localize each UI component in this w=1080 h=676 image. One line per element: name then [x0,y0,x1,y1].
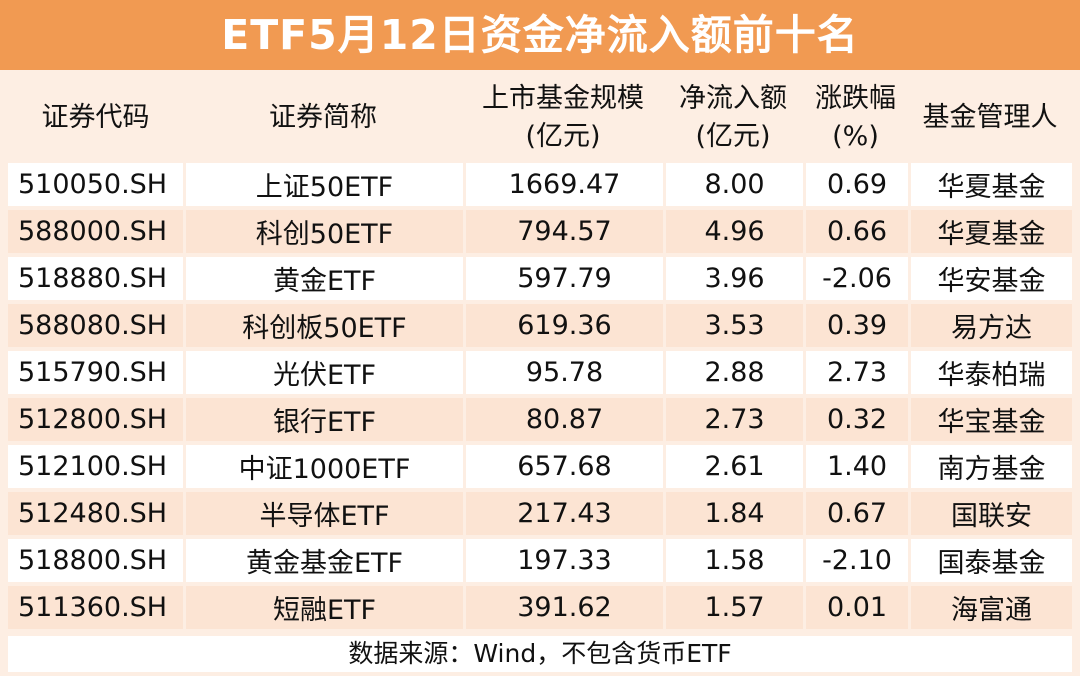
cell-change: 0.69 [803,163,908,206]
cell-code: 512800.SH [8,398,183,441]
cell-code: 515790.SH [8,351,183,394]
cell-scale: 794.57 [463,210,663,253]
table-row: 515790.SH 光伏ETF 95.78 2.88 2.73 华泰柏瑞 [8,351,1072,394]
cell-inflow: 2.88 [663,351,803,394]
cell-name: 黄金基金ETF [183,539,463,582]
header-change-line1: 涨跌幅 [815,83,896,114]
table-row: 518800.SH 黄金基金ETF 197.33 1.58 -2.10 国泰基金 [8,539,1072,582]
cell-change: 1.40 [803,445,908,488]
cell-name: 光伏ETF [183,351,463,394]
cell-inflow: 4.96 [663,210,803,253]
cell-manager: 南方基金 [908,445,1072,488]
cell-manager: 华泰柏瑞 [908,351,1072,394]
cell-change: -2.06 [803,257,908,300]
cell-code: 510050.SH [8,163,183,206]
header-change: 涨跌幅 (%) [803,77,908,159]
cell-scale: 619.36 [463,304,663,347]
cell-name: 银行ETF [183,398,463,441]
cell-scale: 217.43 [463,492,663,535]
header-change-line2: (%) [832,121,879,152]
cell-inflow: 3.96 [663,257,803,300]
cell-scale: 197.33 [463,539,663,582]
cell-name: 上证50ETF [183,163,463,206]
cell-inflow: 3.53 [663,304,803,347]
cell-name: 科创50ETF [183,210,463,253]
header-scale-line2: (亿元) [525,121,601,152]
cell-scale: 391.62 [463,586,663,629]
table-row: 512480.SH 半导体ETF 217.43 1.84 0.67 国联安 [8,492,1072,535]
cell-code: 512100.SH [8,445,183,488]
table-row: 512100.SH 中证1000ETF 657.68 2.61 1.40 南方基… [8,445,1072,488]
cell-inflow: 8.00 [663,163,803,206]
cell-inflow: 1.58 [663,539,803,582]
table-row: 518880.SH 黄金ETF 597.79 3.96 -2.06 华安基金 [8,257,1072,300]
cell-manager: 国泰基金 [908,539,1072,582]
cell-scale: 1669.47 [463,163,663,206]
header-scale-line1: 上市基金规模 [482,83,644,114]
header-inflow: 净流入额 (亿元) [663,77,803,159]
table-row: 588080.SH 科创板50ETF 619.36 3.53 0.39 易方达 [8,304,1072,347]
cell-inflow: 1.84 [663,492,803,535]
cell-change: 0.39 [803,304,908,347]
cell-name: 科创板50ETF [183,304,463,347]
cell-scale: 597.79 [463,257,663,300]
cell-code: 588000.SH [8,210,183,253]
cell-inflow: 1.57 [663,586,803,629]
cell-code: 512480.SH [8,492,183,535]
table-row: 510050.SH 上证50ETF 1669.47 8.00 0.69 华夏基金 [8,163,1072,206]
cell-manager: 易方达 [908,304,1072,347]
header-manager: 基金管理人 [908,77,1072,159]
table-header-row: 证券代码 证券简称 上市基金规模 (亿元) 净流入额 (亿元) 涨跌幅 (%) … [8,77,1072,159]
cell-change: 0.67 [803,492,908,535]
cell-name: 黄金ETF [183,257,463,300]
cell-name: 短融ETF [183,586,463,629]
cell-code: 588080.SH [8,304,183,347]
header-code: 证券代码 [8,77,183,159]
cell-name: 中证1000ETF [183,445,463,488]
cell-manager: 华夏基金 [908,210,1072,253]
header-name: 证券简称 [183,77,463,159]
source-note: 数据来源：Wind，不包含货币ETF [8,636,1072,672]
cell-change: 2.73 [803,351,908,394]
header-inflow-line1: 净流入额 [679,83,787,114]
cell-name: 半导体ETF [183,492,463,535]
cell-change: 0.01 [803,586,908,629]
cell-manager: 华宝基金 [908,398,1072,441]
table-row: 588000.SH 科创50ETF 794.57 4.96 0.66 华夏基金 [8,210,1072,253]
cell-manager: 海富通 [908,586,1072,629]
cell-code: 511360.SH [8,586,183,629]
cell-inflow: 2.61 [663,445,803,488]
cell-manager: 华安基金 [908,257,1072,300]
cell-scale: 95.78 [463,351,663,394]
table-row: 512800.SH 银行ETF 80.87 2.73 0.32 华宝基金 [8,398,1072,441]
table-row: 511360.SH 短融ETF 391.62 1.57 0.01 海富通 [8,586,1072,629]
header-inflow-line2: (亿元) [695,121,771,152]
cell-change: 0.66 [803,210,908,253]
cell-code: 518880.SH [8,257,183,300]
page-title: ETF5月12日资金净流入额前十名 [0,0,1080,70]
cell-scale: 80.87 [463,398,663,441]
cell-change: 0.32 [803,398,908,441]
etf-inflow-table: 证券代码 证券简称 上市基金规模 (亿元) 净流入额 (亿元) 涨跌幅 (%) … [8,73,1072,633]
cell-inflow: 2.73 [663,398,803,441]
cell-manager: 国联安 [908,492,1072,535]
cell-code: 518800.SH [8,539,183,582]
cell-scale: 657.68 [463,445,663,488]
header-scale: 上市基金规模 (亿元) [463,77,663,159]
cell-manager: 华夏基金 [908,163,1072,206]
cell-change: -2.10 [803,539,908,582]
